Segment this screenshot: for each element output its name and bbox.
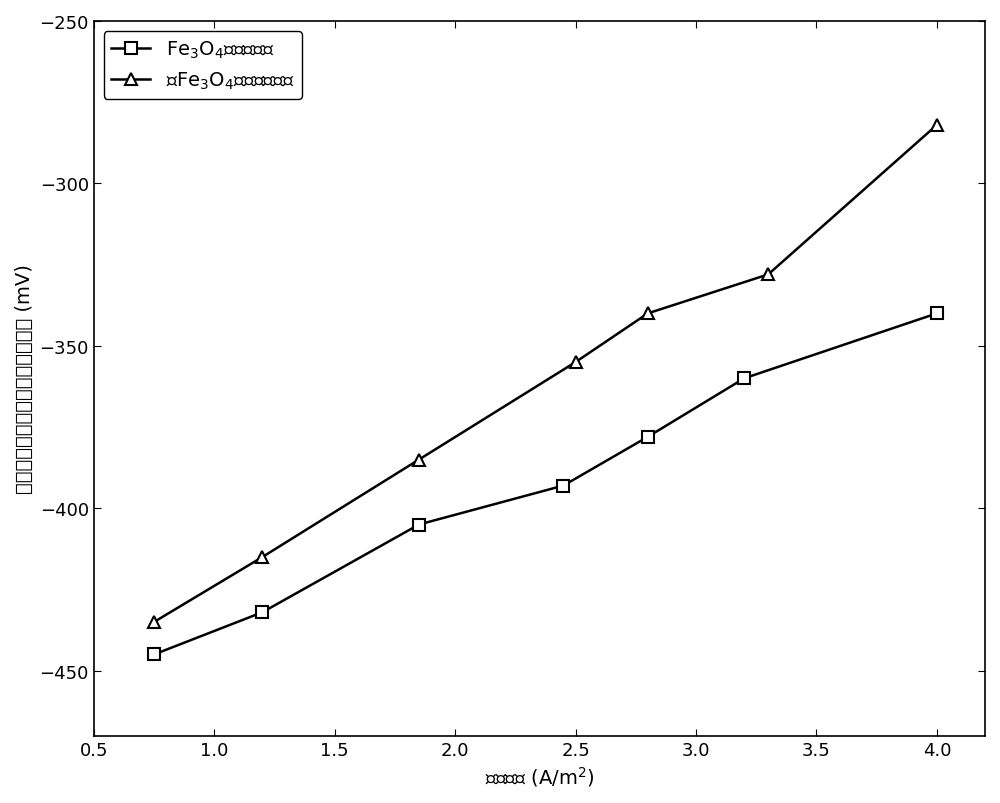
Fe$_3$O$_4$修饰的阳极 bbox=[642, 433, 654, 442]
无Fe$_3$O$_4$修饰对照阳极 bbox=[413, 455, 425, 465]
无Fe$_3$O$_4$修饰对照阳极 bbox=[148, 618, 160, 627]
无Fe$_3$O$_4$修饰对照阳极 bbox=[762, 271, 774, 280]
Fe$_3$O$_4$修饰的阳极 bbox=[413, 520, 425, 530]
Y-axis label: 与饱和氯化钾电极对比所得的电位 (mV): 与饱和氯化钾电极对比所得的电位 (mV) bbox=[15, 264, 34, 494]
Fe$_3$O$_4$修饰的阳极 bbox=[738, 374, 750, 384]
无Fe$_3$O$_4$修饰对照阳极 bbox=[256, 552, 268, 562]
Fe$_3$O$_4$修饰的阳极 bbox=[148, 650, 160, 659]
Line: Fe$_3$O$_4$修饰的阳极: Fe$_3$O$_4$修饰的阳极 bbox=[148, 308, 942, 660]
Legend: Fe$_3$O$_4$修饰的阳极, 无Fe$_3$O$_4$修饰对照阳极: Fe$_3$O$_4$修饰的阳极, 无Fe$_3$O$_4$修饰对照阳极 bbox=[104, 31, 302, 100]
无Fe$_3$O$_4$修饰对照阳极 bbox=[570, 358, 582, 368]
无Fe$_3$O$_4$修饰对照阳极 bbox=[931, 121, 943, 131]
Line: 无Fe$_3$O$_4$修饰对照阳极: 无Fe$_3$O$_4$修饰对照阳极 bbox=[148, 120, 942, 628]
无Fe$_3$O$_4$修饰对照阳极 bbox=[642, 309, 654, 319]
X-axis label: 电流密度 (A/m$^2$): 电流密度 (A/m$^2$) bbox=[485, 764, 594, 788]
Fe$_3$O$_4$修饰的阳极 bbox=[931, 309, 943, 319]
Fe$_3$O$_4$修饰的阳极 bbox=[557, 481, 569, 491]
Fe$_3$O$_4$修饰的阳极 bbox=[256, 608, 268, 618]
